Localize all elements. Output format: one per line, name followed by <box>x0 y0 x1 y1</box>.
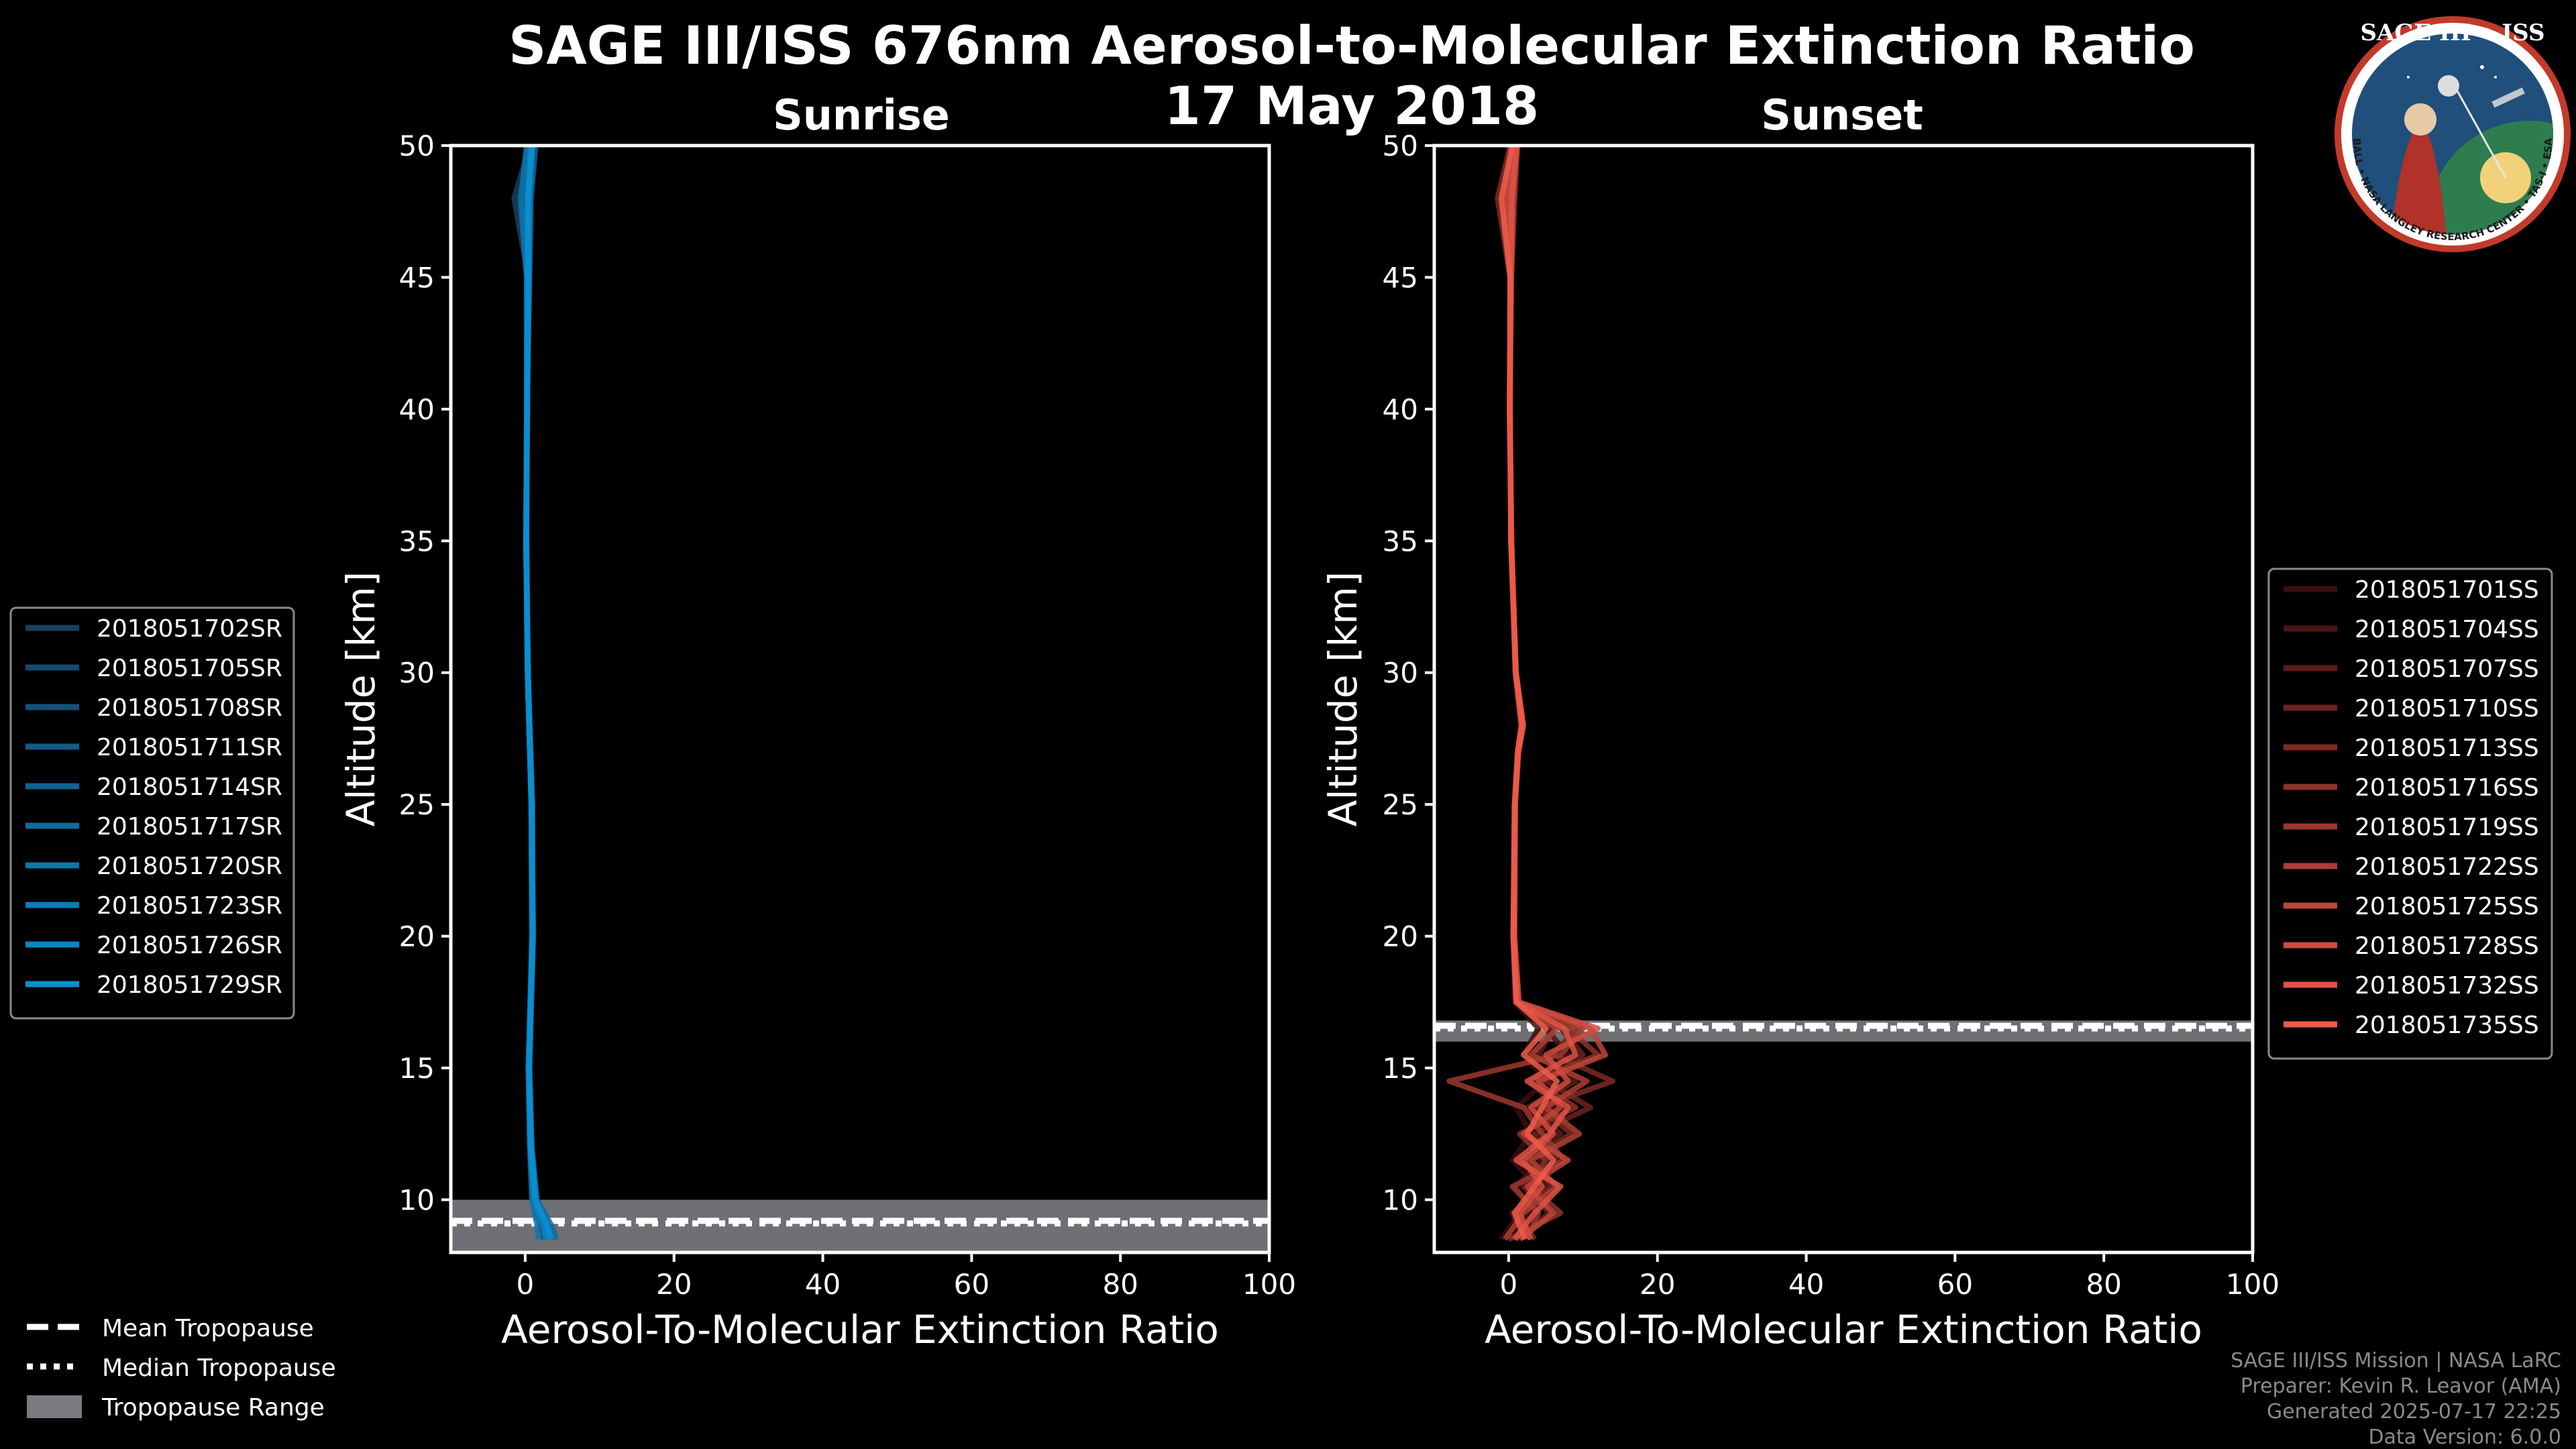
sunrise-y-axis-label: Altitude [km] <box>338 572 384 826</box>
legend-label-2018051701SS: 2018051701SS <box>2355 576 2539 604</box>
sage-iii-iss-mission-logo: SAGE III • ISS BALL • NASA LANGLEY RESEA… <box>2334 16 2571 252</box>
sunset-y-tick-label: 35 <box>1383 525 1418 557</box>
sunset-x-tick-label: 100 <box>2226 1268 2279 1301</box>
figure-subtitle: 17 May 2018 <box>1165 76 1540 137</box>
sunset-x-axis-label: Aerosol-To-Molecular Extinction Ratio <box>1485 1307 2202 1352</box>
sunrise-y-tick-label: 20 <box>399 920 435 953</box>
legend-label-2018051705SR: 2018051705SR <box>97 655 282 682</box>
sunset-y-tick-label: 45 <box>1383 261 1418 294</box>
sunrise-y-tick-label: 25 <box>399 788 435 821</box>
sunrise-x-tick-label: 0 <box>517 1268 535 1301</box>
sunset-legend-frame <box>2267 568 2553 1060</box>
legend-label-2018051702SR: 2018051702SR <box>97 615 282 643</box>
legend-label-2018051710SS: 2018051710SS <box>2355 695 2539 722</box>
median-tropopause-label: Median Tropopause <box>102 1354 336 1382</box>
moon-icon <box>2438 75 2459 97</box>
legend-label-2018051729SR: 2018051729SR <box>97 971 282 999</box>
legend-label-2018051716SS: 2018051716SS <box>2355 774 2539 802</box>
sunrise-x-tick-label: 60 <box>954 1268 989 1301</box>
iss-station-icon <box>2491 87 2525 108</box>
sunrise-plot-area <box>451 144 1269 1252</box>
legend-label-2018051704SS: 2018051704SS <box>2355 616 2539 643</box>
logo-title: SAGE III • ISS <box>2360 19 2544 46</box>
sunset-panel-title: Sunset <box>1761 91 1923 140</box>
series-line-2018051705SR <box>517 145 551 1240</box>
legend-label-2018051728SS: 2018051728SS <box>2355 932 2539 960</box>
sunrise-y-tick-label: 50 <box>399 129 435 162</box>
sunrise-y-tick-label: 45 <box>399 261 435 294</box>
legend-label-2018051719SS: 2018051719SS <box>2355 814 2539 841</box>
credit-line-generated: Generated 2025-07-17 22:25 <box>2267 1400 2561 1424</box>
sunrise-x-ticks: 0 20 40 60 80 100 <box>517 1252 1296 1301</box>
legend-label-2018051717SR: 2018051717SR <box>97 813 282 841</box>
tropopause-range-label: Tropopause Range <box>101 1394 325 1421</box>
series-line-2018051725SS <box>1507 145 1609 1242</box>
sunset-y-tick-label: 10 <box>1383 1183 1418 1216</box>
sunrise-y-ticks: 10 15 20 25 30 35 40 45 50 <box>399 129 451 1216</box>
sunrise-legend: 2018051702SR 2018051705SR 2018051708SR 2018… <box>9 606 295 1020</box>
sunrise-x-tick-label: 20 <box>656 1268 692 1301</box>
sunset-y-tick-label: 50 <box>1383 129 1418 162</box>
sunrise-legend-frame <box>9 606 295 1020</box>
legend-label-2018051720SR: 2018051720SR <box>97 853 282 880</box>
legend-label-2018051711SR: 2018051711SR <box>97 734 282 761</box>
legend-label-2018051707SS: 2018051707SS <box>2355 655 2539 683</box>
legend-label-2018051722SS: 2018051722SS <box>2355 853 2539 881</box>
sunset-x-tick-label: 0 <box>1500 1268 1518 1301</box>
credit-line-mission: SAGE III/ISS Mission | NASA LaRC <box>2231 1349 2561 1373</box>
sunset-y-tick-label: 30 <box>1383 657 1418 690</box>
figure-title: SAGE III/ISS 676nm Aerosol-to-Molecular … <box>508 16 2195 76</box>
legend-label-2018051708SR: 2018051708SR <box>97 694 282 722</box>
credit-line-version: Data Version: 6.0.0 <box>2369 1426 2561 1449</box>
legend-label-2018051732SS: 2018051732SS <box>2355 972 2539 1000</box>
sunrise-y-tick-label: 15 <box>399 1052 435 1085</box>
sunset-x-tick-label: 20 <box>1640 1268 1675 1301</box>
star-icon <box>2494 76 2497 78</box>
sunset-y-tick-label: 40 <box>1383 393 1418 426</box>
sunset-y-axis-label: Altitude [km] <box>1320 572 1366 826</box>
mean-tropopause-label: Mean Tropopause <box>102 1315 314 1342</box>
sunset-x-ticks: 0 20 40 60 80 100 <box>1500 1252 2279 1301</box>
sunset-x-tick-label: 60 <box>1937 1268 1973 1301</box>
legend-label-2018051713SS: 2018051713SS <box>2355 735 2539 762</box>
series-line-2018051729SR <box>523 145 555 1240</box>
sunset-legend: 2018051701SS 2018051704SS 2018051707SS 2018… <box>2267 568 2553 1060</box>
sunset-y-ticks: 10 15 20 25 30 35 40 45 50 <box>1383 129 1434 1216</box>
sunset-plot-area <box>1434 145 2253 1242</box>
sunrise-panel-title: Sunrise <box>773 91 950 140</box>
sunrise-x-tick-label: 80 <box>1102 1268 1138 1301</box>
sunrise-x-tick-label: 40 <box>805 1268 841 1301</box>
sunrise-x-axis-label: Aerosol-To-Molecular Extinction Ratio <box>501 1307 1219 1352</box>
star-icon <box>2480 65 2484 69</box>
sunrise-x-tick-label: 100 <box>1242 1268 1296 1301</box>
legend-label-2018051723SR: 2018051723SR <box>97 892 282 920</box>
sight-line-icon <box>2454 87 2507 178</box>
series-line-2018051735SS <box>1498 145 1560 1240</box>
legend-label-2018051726SR: 2018051726SR <box>97 932 282 959</box>
sunset-y-tick-label: 25 <box>1383 788 1418 821</box>
legend-label-2018051714SR: 2018051714SR <box>97 773 282 801</box>
sunset-y-tick-label: 15 <box>1383 1052 1418 1085</box>
credits-block: SAGE III/ISS Mission | NASA LaRC Prepare… <box>2231 1349 2561 1449</box>
sunset-x-tick-label: 80 <box>2086 1268 2121 1301</box>
credit-line-preparer: Preparer: Kevin R. Leavor (AMA) <box>2241 1375 2561 1398</box>
sunrise-y-tick-label: 30 <box>399 657 435 690</box>
sunset-panel: Sunset 0 20 40 60 80 100 10 15 20 25 30 35 40 45 50 A… <box>1320 91 2279 1352</box>
legend-label-2018051735SS: 2018051735SS <box>2355 1012 2539 1039</box>
sunset-axes-frame <box>1432 144 2255 1254</box>
sunrise-panel: Sunrise 0 20 40 60 80 100 101520253035404550 … <box>338 91 1296 1352</box>
sunrise-y-tick-label: 10 <box>399 1183 435 1216</box>
sunset-y-tick-label: 20 <box>1383 920 1418 953</box>
sunrise-y-tick-label: 35 <box>399 525 435 557</box>
sunset-x-tick-label: 40 <box>1788 1268 1824 1301</box>
figure-head-icon <box>2404 103 2436 136</box>
tropopause-legend: Mean Tropopause Median Tropopause Tropop… <box>27 1315 336 1421</box>
star-icon <box>2407 76 2410 78</box>
sunrise-y-tick-label: 40 <box>399 393 435 426</box>
sunrise-axes-frame <box>449 144 1271 1254</box>
legend-label-2018051725SS: 2018051725SS <box>2355 893 2539 920</box>
tropopause-range-swatch <box>27 1395 82 1418</box>
